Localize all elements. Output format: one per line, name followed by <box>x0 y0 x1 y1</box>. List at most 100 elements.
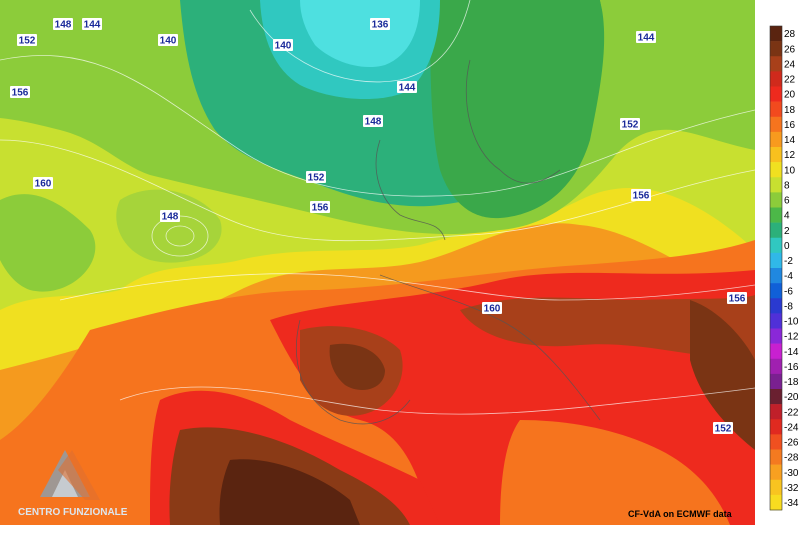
colorbar-cell <box>770 449 782 465</box>
colorbar-cell <box>770 313 782 329</box>
colorbar-tick-label: 26 <box>784 44 796 55</box>
contour-label-box <box>713 422 733 434</box>
colorbar-cell <box>770 479 782 496</box>
contour-label-box <box>10 86 30 98</box>
contour-label: 152 <box>715 424 732 435</box>
colorbar-tick-label: 10 <box>784 165 796 176</box>
colorbar: 2826242220181614121086420-2-4-6-8-10-12-… <box>769 25 799 511</box>
contour-label: 140 <box>160 36 177 47</box>
colorbar-frame <box>769 25 783 511</box>
contour-label: 152 <box>622 120 639 131</box>
colorbar-tick-label: 22 <box>784 75 796 86</box>
colorbar-tick-label: 12 <box>784 150 796 161</box>
colorbar-tick-label: -10 <box>784 317 799 328</box>
contour-label-box <box>306 171 326 183</box>
colorbar-tick-label: 20 <box>784 90 796 101</box>
colorbar-tick-label: -26 <box>784 438 799 449</box>
colorbar-cell <box>770 328 782 344</box>
contour-label-box <box>363 115 383 127</box>
contour-label: 140 <box>275 41 292 52</box>
colorbar-cell <box>770 177 782 193</box>
contour-label: 156 <box>633 191 650 202</box>
colorbar-tick-label: 8 <box>784 180 790 191</box>
logo: CENTRO FUNZIONALE <box>18 450 128 518</box>
contour-label-box <box>53 18 73 30</box>
colorbar-tick-label: 4 <box>784 211 790 222</box>
colorbar-cell <box>770 147 782 163</box>
colorbar-tick-label: 2 <box>784 226 790 237</box>
colorbar-tick-label: -30 <box>784 468 799 479</box>
colorbar-cell <box>770 419 782 435</box>
colorbar-tick-label: 0 <box>784 241 790 252</box>
colorbar-tick-label: -4 <box>784 271 793 282</box>
contour-label-box <box>82 18 102 30</box>
contour-label-box <box>370 18 390 30</box>
contour-label-box <box>397 81 417 93</box>
contour-label-box <box>636 31 656 43</box>
colorbar-cell <box>770 41 782 57</box>
colorbar-tick-label: 28 <box>784 29 796 40</box>
contour-label-box <box>273 39 293 51</box>
colorbar-tick-label: 6 <box>784 196 790 207</box>
contour-label: 156 <box>729 294 746 305</box>
colorbar-cell <box>770 237 782 254</box>
colorbar-tick-label: -2 <box>784 256 793 267</box>
contour-label: 144 <box>84 20 101 31</box>
contour-label-box <box>160 210 180 222</box>
colorbar-tick-label: -18 <box>784 377 799 388</box>
colorbar-cell <box>770 373 782 390</box>
colorbar-tick-label: -14 <box>784 347 799 358</box>
colorbar-cell <box>770 86 782 102</box>
contour-label-box <box>631 189 651 201</box>
colorbar-cell <box>770 162 782 178</box>
contour-label: 148 <box>365 117 382 128</box>
colorbar-cell <box>770 343 782 360</box>
colorbar-tick-label: -6 <box>784 286 793 297</box>
colorbar-tick-label: -34 <box>784 498 799 509</box>
contour-label: 152 <box>308 173 325 184</box>
credit: CF-VdA on ECMWF data <box>628 509 733 519</box>
contour-label-box <box>620 118 640 130</box>
colorbar-tick-label: -22 <box>784 407 799 418</box>
contour-label-box <box>727 292 747 304</box>
contour-labels: 152 148 144 140 140 136 144 156 144 148 152 160 152 1… <box>10 18 747 435</box>
colorbar-cell <box>770 116 782 133</box>
contour-label: 144 <box>399 83 416 94</box>
colorbar-tick-label: 18 <box>784 105 796 116</box>
colorbar-cell <box>770 404 782 420</box>
colorbar-cell <box>770 389 782 405</box>
contour-label: 152 <box>19 36 36 47</box>
colorbar-tick-label: 14 <box>784 135 796 146</box>
contour-label: 144 <box>638 33 655 44</box>
colorbar-cell <box>770 434 782 450</box>
contour-label-box <box>310 201 330 213</box>
contour-label: 160 <box>484 304 501 315</box>
colorbar-tick-label: -24 <box>784 422 799 433</box>
colorbar-tick-label: 24 <box>784 59 796 70</box>
colorbar-cell <box>770 298 782 314</box>
contour-label: 160 <box>35 179 52 190</box>
contour-label: 156 <box>312 203 329 214</box>
colorbar-cell <box>770 252 782 269</box>
colorbar-tick-label: -20 <box>784 392 799 403</box>
colorbar-tick-label: -16 <box>784 362 799 373</box>
colorbar-cell <box>770 26 782 42</box>
colorbar-cell <box>770 192 782 208</box>
contour-label-box <box>33 177 53 189</box>
contour-label-box <box>158 34 178 46</box>
logo-text: CENTRO FUNZIONALE <box>18 507 128 518</box>
colorbar-tick-label: -12 <box>784 332 799 343</box>
contour-label: 136 <box>372 20 389 31</box>
map-field <box>0 0 756 525</box>
colorbar-cell <box>770 222 782 239</box>
colorbar-cell <box>770 464 782 481</box>
colorbar-cell <box>770 494 782 511</box>
colorbar-tick-label: -28 <box>784 453 799 464</box>
colorbar-cell <box>770 358 782 375</box>
colorbar-cell <box>770 131 782 148</box>
contour-label: 148 <box>55 20 72 31</box>
contour-label: 148 <box>162 212 179 223</box>
contour-label: 156 <box>12 88 29 99</box>
colorbar-tick-label: -8 <box>784 301 793 312</box>
